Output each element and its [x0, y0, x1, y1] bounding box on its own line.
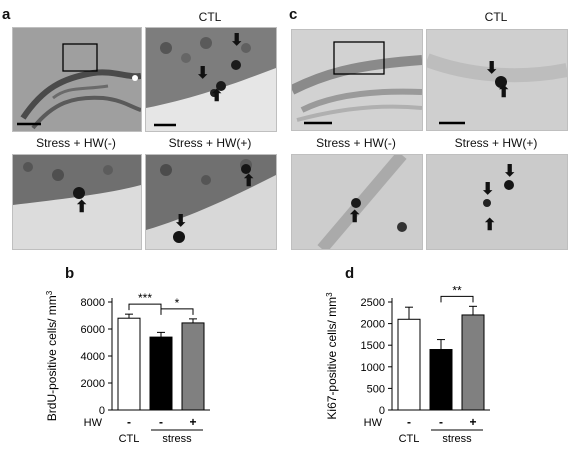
group-label-stress: stress — [442, 433, 472, 445]
y-tick-label: 4000 — [81, 351, 105, 363]
arrow-up-icon: ⬆ — [497, 84, 511, 101]
arrow-up-icon: ⬆ — [348, 209, 362, 226]
stress-hw-minus-image-c — [292, 155, 422, 249]
y-tick-label: 1000 — [361, 362, 385, 374]
stress-hw-plus-image-c — [427, 155, 567, 249]
stress-hw-minus-image-a — [13, 155, 141, 249]
y-tick-label: 2500 — [361, 297, 385, 309]
y-axis-label-superscript: 3 — [45, 290, 54, 295]
bar — [149, 336, 173, 411]
hw-row-label: HW — [364, 417, 383, 429]
bar — [461, 314, 485, 411]
group-label-ctl: CTL — [119, 433, 140, 445]
panel-letter-c: c — [289, 6, 298, 23]
y-axis-label: Ki67-positive cells/ mm3 — [325, 292, 340, 420]
group-label-ctl: CTL — [399, 433, 420, 445]
significance-label: *** — [138, 291, 152, 305]
arrow-down-icon: ⬇ — [196, 65, 210, 82]
significance-label: ** — [452, 283, 462, 297]
hw-mark: + — [189, 415, 196, 429]
hw-mark: - — [439, 415, 443, 429]
arrow-down-icon: ⬇ — [485, 60, 499, 77]
y-tick-label: 2000 — [361, 319, 385, 331]
stress-hw-plus-image-a — [146, 155, 276, 249]
micrograph-a-overview — [12, 27, 142, 132]
significance-bracket — [128, 303, 162, 311]
chart-b: 0 2000 4000 6000 8000 BrdU-positive cells/ mm… — [45, 290, 210, 445]
y-tick-label: 0 — [379, 405, 385, 417]
hw-mark: + — [469, 415, 476, 429]
micrograph-c-ctl: ⬇ ⬆ — [426, 29, 568, 131]
micrograph-a-ctl: ⬇ ⬇ ⬆ — [145, 27, 277, 132]
bar — [397, 318, 421, 411]
panel-letter-d: d — [345, 265, 355, 282]
y-tick-label: 2000 — [81, 378, 105, 390]
arrow-up-icon: ⬆ — [210, 88, 224, 105]
caption-c-hw-minus: Stress + HW(-) — [316, 136, 396, 150]
y-tick-label: 500 — [367, 383, 385, 395]
y-axis-label: BrdU-positive cells/ mm3 — [45, 290, 60, 421]
chart-d: 0 500 1000 1500 2000 2500 Ki67-positive cells/… — [325, 283, 490, 445]
caption-a-hw-plus: Stress + HW(+) — [168, 136, 252, 150]
micrograph-a-hw-minus: ⬆ — [12, 154, 142, 250]
y-tick-label: 1500 — [361, 340, 385, 352]
hw-mark: - — [159, 415, 163, 429]
panel-letter-b: b — [65, 265, 75, 282]
arrow-up-icon: ⬆ — [483, 217, 497, 234]
ctl-dentate-image-c — [427, 30, 567, 130]
caption-a-ctl: CTL — [198, 10, 222, 24]
caption-c-ctl: CTL — [484, 10, 508, 24]
arrow-down-icon: ⬇ — [503, 163, 517, 180]
bar — [181, 322, 205, 411]
arrow-up-icon: ⬆ — [242, 173, 256, 190]
hippocampus-overview-image-c — [292, 30, 422, 130]
significance-label: * — [175, 296, 180, 310]
hippocampus-overview-image — [13, 28, 141, 131]
ctl-dentate-image-a — [146, 28, 276, 131]
significance-bracket — [440, 295, 474, 303]
arrow-down-icon: ⬇ — [174, 213, 188, 230]
hw-row-label: HW — [84, 417, 103, 429]
bar — [117, 317, 141, 411]
micrograph-a-hw-plus: ⬆ ⬇ — [145, 154, 277, 250]
hw-mark: - — [127, 415, 131, 429]
micrograph-c-hw-minus: ⬆ — [291, 154, 423, 250]
caption-c-hw-plus: Stress + HW(+) — [454, 136, 538, 150]
y-axis-label-superscript: 3 — [325, 292, 334, 297]
arrow-up-icon: ⬆ — [75, 199, 89, 216]
caption-a-hw-minus: Stress + HW(-) — [36, 136, 116, 150]
hw-mark: - — [407, 415, 411, 429]
y-tick-label: 0 — [99, 405, 105, 417]
arrow-down-icon: ⬇ — [230, 32, 244, 49]
panel-letter-a: a — [2, 6, 11, 23]
y-tick-label: 6000 — [81, 324, 105, 336]
bar — [429, 349, 453, 411]
y-tick-label: 8000 — [81, 297, 105, 309]
micrograph-c-hw-plus: ⬇ ⬇ ⬆ — [426, 154, 568, 250]
micrograph-c-overview — [291, 29, 423, 131]
arrow-down-icon: ⬇ — [481, 181, 495, 198]
significance-bracket — [160, 308, 194, 315]
group-label-stress: stress — [162, 433, 192, 445]
